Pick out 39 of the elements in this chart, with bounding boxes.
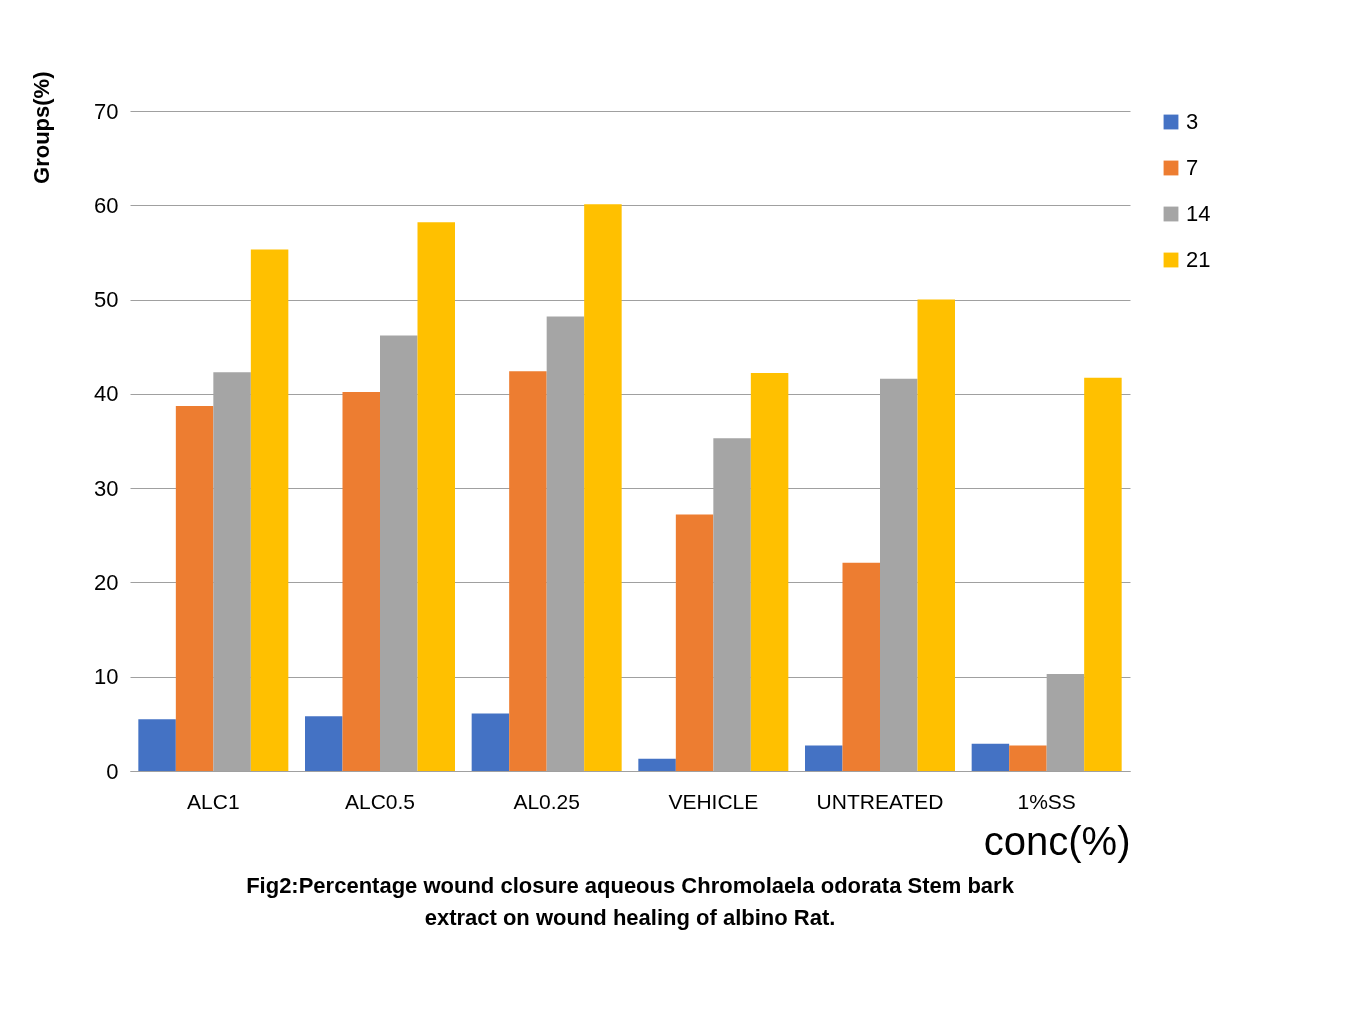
bar bbox=[638, 758, 676, 771]
y-tick-label: 70 bbox=[94, 98, 119, 124]
bar bbox=[1009, 745, 1047, 771]
bar bbox=[250, 249, 289, 771]
legend-label: 14 bbox=[1186, 201, 1211, 226]
bar bbox=[1084, 377, 1122, 771]
x-tick-label: ALC0.5 bbox=[344, 789, 416, 813]
bar bbox=[750, 373, 789, 771]
bar bbox=[175, 406, 214, 771]
bar bbox=[417, 222, 455, 771]
y-tick-label: 20 bbox=[94, 569, 119, 595]
y-tick-label: 10 bbox=[94, 664, 119, 690]
y-tick-label: 0 bbox=[106, 758, 119, 784]
x-tick-label: AL0.25 bbox=[513, 789, 580, 813]
text: Fig2:Percentage wound closure aqueous Chromolaela odorata Stem bark extract on wound healing of albino Rat. bbox=[246, 873, 1015, 930]
x-tick-label: ALC1 bbox=[187, 789, 240, 813]
x-axis-title: conc(%) bbox=[983, 818, 1131, 863]
legend-label: 7 bbox=[1186, 155, 1199, 180]
bar bbox=[584, 204, 622, 771]
legend-label: 3 bbox=[1186, 109, 1199, 134]
bar bbox=[842, 562, 880, 771]
bar bbox=[971, 743, 1010, 771]
x-tick-label: 1%SS bbox=[1017, 789, 1076, 813]
y-tick-label: 40 bbox=[94, 381, 119, 407]
bar bbox=[509, 371, 547, 771]
x-tick-label: VEHICLE bbox=[668, 789, 759, 813]
bar bbox=[342, 391, 380, 771]
bar bbox=[305, 716, 343, 771]
y-tick-label: 60 bbox=[94, 192, 119, 218]
bar bbox=[917, 299, 955, 771]
y-axis-title: Groups(%) bbox=[29, 71, 55, 184]
x-tick-label: UNTREATED bbox=[816, 789, 944, 813]
bar bbox=[805, 745, 843, 771]
y-tick-label: 30 bbox=[94, 475, 119, 501]
y-tick-label: 50 bbox=[94, 287, 119, 313]
bar bbox=[471, 713, 510, 771]
legend-label: 21 bbox=[1186, 247, 1211, 272]
bar bbox=[138, 719, 176, 771]
bar bbox=[675, 514, 714, 771]
